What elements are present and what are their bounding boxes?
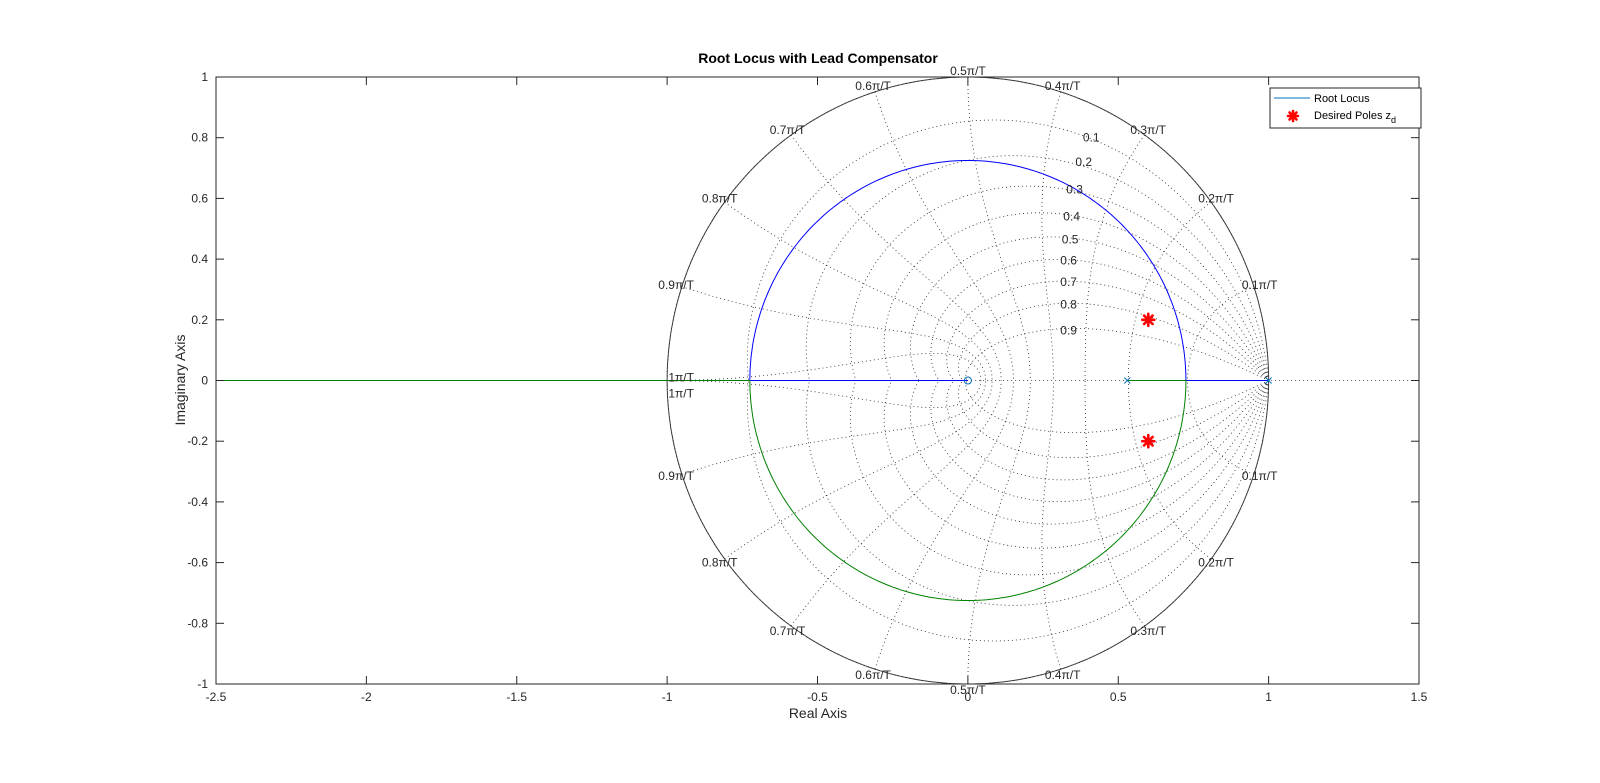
x-tick-label: -2.5 (206, 690, 227, 704)
damping-curve (930, 259, 1269, 381)
x-tick-label: -1.5 (506, 690, 527, 704)
frequency-label: 0.6π/T (855, 668, 891, 682)
x-tick-label: -1 (662, 690, 673, 704)
frequency-label: 0.7π/T (770, 624, 806, 638)
x-tick-label: -2 (361, 690, 372, 704)
pole-zero-markers (963, 312, 1272, 449)
damping-label: 0.8 (1060, 298, 1077, 312)
frequency-curve (967, 77, 1031, 381)
y-tick-label: 0.6 (191, 191, 208, 205)
legend-desired-label: Desired Poles z (1314, 110, 1391, 122)
damping-curve (946, 380, 1269, 481)
axis-ticks: -2.5 -2 -1.5 -1 -0.5 0 0.5 1 1.5 -1 -0.8 -0.6 -0.4 -0… (187, 70, 1427, 704)
frequency-curve (790, 134, 1002, 381)
y-tick-label: -0.6 (187, 556, 208, 570)
legend-entry-desired-poles: Desired Poles zd (1314, 110, 1396, 125)
damping-curve (930, 380, 1269, 502)
damping-label: 0.1 (1083, 131, 1100, 145)
x-tick-label: 1.5 (1411, 690, 1428, 704)
damping-label: 0.6 (1060, 254, 1077, 268)
x-tick-label: 1 (1265, 690, 1272, 704)
damping-label: 0.5 (1062, 232, 1079, 246)
pole-marker (1265, 377, 1272, 384)
damping-label: 0.2 (1075, 155, 1092, 169)
zgrid (666, 77, 1419, 684)
x-tick-label: 0 (965, 690, 972, 704)
frequency-label: 0.9π/T (658, 278, 694, 292)
pole-marker (1123, 377, 1131, 384)
frequency-label: 0.5π/T (950, 64, 986, 78)
frequency-curve (967, 380, 1031, 684)
legend-subscript: d (1391, 115, 1396, 125)
root-locus-upper (749, 160, 1269, 381)
damping-curve (849, 380, 1269, 576)
root-locus-lower (216, 380, 1187, 601)
frequency-curve (790, 380, 1002, 627)
frequency-label: 0.2π/T (1198, 555, 1234, 569)
frequency-label: 0.7π/T (770, 123, 806, 137)
frequency-curve (1084, 134, 1146, 381)
frequency-label: 0.2π/T (1198, 192, 1234, 206)
legend-box (1269, 87, 1422, 129)
y-tick-label: -1 (197, 677, 208, 691)
zero-marker (963, 376, 972, 385)
y-tick-label: -0.2 (187, 434, 208, 448)
frequency-label: 0.3π/T (1130, 624, 1166, 638)
frequency-label: 0.4π/T (1045, 668, 1081, 682)
x-tick-label: 0.5 (1110, 690, 1127, 704)
damping-curve (805, 380, 1269, 606)
y-tick-label: -0.4 (187, 495, 208, 509)
desired-pole-marker (1141, 312, 1156, 328)
root-locus-branches (216, 160, 1269, 601)
frequency-label: 0.8π/T (702, 192, 738, 206)
legend-entry-root-locus: Root Locus (1314, 93, 1370, 105)
frequency-curve (1084, 380, 1146, 627)
frequency-label: 1π/T (668, 371, 694, 385)
desired-pole-marker (1141, 433, 1156, 449)
y-tick-label: 0.2 (191, 313, 208, 327)
legend[interactable]: Root Locus Desired Poles zd (1269, 87, 1422, 129)
damping-curve (805, 155, 1269, 381)
damping-curve (946, 280, 1269, 381)
frequency-label: 0.9π/T (658, 469, 694, 483)
damping-label: 0.9 (1060, 323, 1077, 337)
frequency-label: 0.3π/T (1130, 123, 1166, 137)
y-tick-label: 0 (201, 374, 208, 388)
legend-asterisk (1286, 109, 1300, 123)
x-axis-label: Real Axis (789, 705, 847, 721)
damping-label: 0.4 (1063, 210, 1080, 224)
frequency-label: 0.8π/T (702, 555, 738, 569)
frequency-label: 0.1π/T (1242, 278, 1278, 292)
frequency-label: 0.4π/T (1045, 79, 1081, 93)
y-tick-label: 0.8 (191, 131, 208, 145)
frequency-label: 1π/T (668, 387, 694, 401)
x-tick-label: -0.5 (807, 690, 828, 704)
frequency-curve (724, 380, 993, 560)
y-tick-label: 0.4 (191, 252, 208, 266)
frequency-label: 0.1π/T (1242, 469, 1278, 483)
damping-label: 0.3 (1066, 182, 1083, 196)
frequency-curve (724, 201, 993, 381)
frequency-label: 0.6π/T (855, 79, 891, 93)
chart-title: Root Locus with Lead Compensator (698, 50, 938, 66)
y-tick-label: -0.8 (187, 616, 208, 630)
frequency-label: 0.5π/T (950, 683, 986, 697)
damping-curve (849, 185, 1269, 381)
y-axis-label: Imaginary Axis (172, 334, 188, 425)
grid-labels: 0.1π/T 0.1π/T 0.2π/T 0.2π/T 0.3π/T 0.3π/T 0.4π… (658, 64, 1278, 697)
y-tick-label: 1 (201, 70, 208, 84)
damping-label: 0.7 (1060, 275, 1077, 289)
asterisk-icon (1286, 109, 1300, 123)
